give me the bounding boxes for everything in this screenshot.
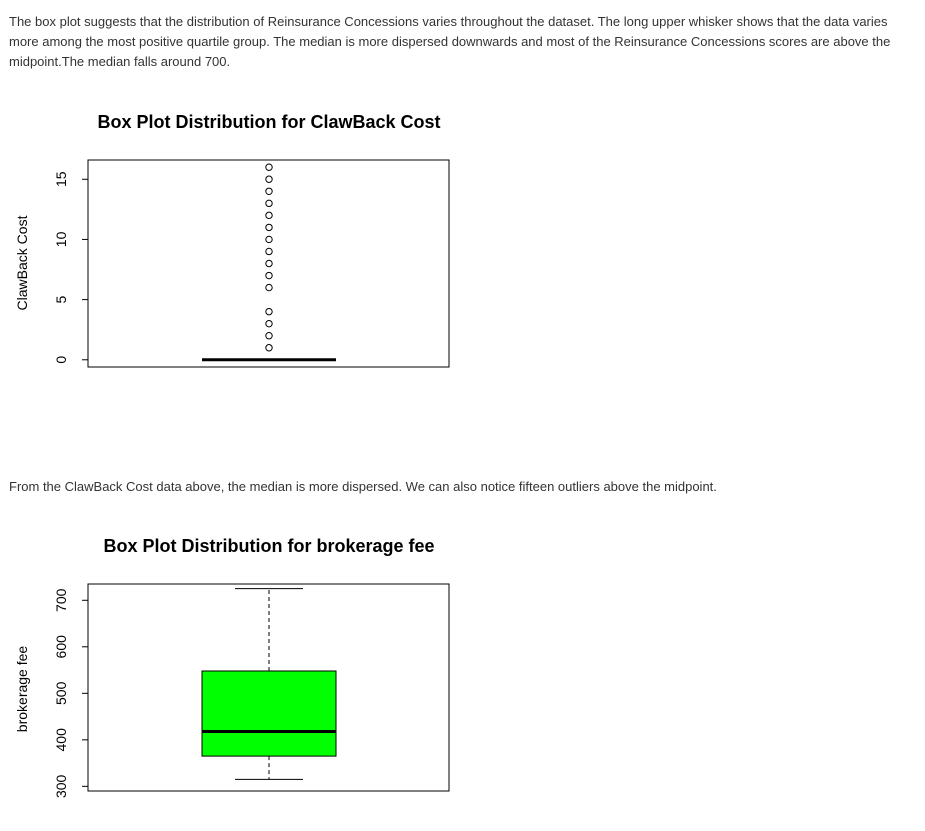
outlier-point (265, 344, 273, 352)
y-tick-label: 600 (53, 635, 69, 659)
chart-title: Box Plot Distribution for ClawBack Cost (97, 112, 440, 132)
y-tick-label: 0 (53, 356, 69, 364)
outlier-point (265, 187, 273, 195)
outlier-point (265, 307, 273, 316)
clawback-cost-chart-svg: Box Plot Distribution for ClawBack Cost … (14, 112, 450, 368)
y-tick-label: 300 (53, 774, 69, 798)
brokerage-fee-chart-svg: Box Plot Distribution for brokerage fee … (14, 536, 450, 798)
plot-area (201, 588, 337, 780)
y-tick-label: 10 (53, 231, 69, 247)
outlier-point (265, 211, 273, 220)
clawback-note-paragraph: From the ClawBack Cost data above, the m… (9, 479, 717, 494)
y-tick-label: 500 (53, 681, 69, 705)
clawback-cost-box-plot: Box Plot Distribution for ClawBack Cost … (0, 103, 460, 378)
outlier-point (265, 332, 273, 340)
outlier-point (265, 199, 273, 208)
iqr-box (201, 670, 337, 757)
plot-frame (87, 159, 450, 368)
y-tick-label: 5 (53, 296, 69, 304)
outlier-point (265, 175, 273, 183)
y-tick-label: 15 (53, 171, 69, 187)
outlier-point (265, 271, 273, 280)
plot-area (202, 163, 336, 362)
y-axis-label: ClawBack Cost (14, 215, 30, 310)
outlier-point (265, 223, 273, 232)
y-tick-label: 700 (53, 588, 69, 612)
outlier-point (265, 319, 273, 328)
y-tick-label: 400 (53, 728, 69, 752)
intro-paragraph: The box plot suggests that the distribut… (9, 14, 891, 69)
chart-title: Box Plot Distribution for brokerage fee (103, 536, 434, 556)
outlier-point (265, 163, 273, 171)
y-axis: 0 5 10 15 (53, 171, 89, 364)
brokerage-fee-box-plot: Box Plot Distribution for brokerage fee … (0, 528, 460, 826)
y-axis-label: brokerage fee (14, 646, 30, 733)
outlier-point (265, 247, 273, 256)
outlier-point (265, 235, 273, 244)
outlier-point (265, 259, 273, 268)
outlier-point (265, 283, 273, 292)
y-axis: 300 400 500 600 700 (53, 588, 89, 798)
